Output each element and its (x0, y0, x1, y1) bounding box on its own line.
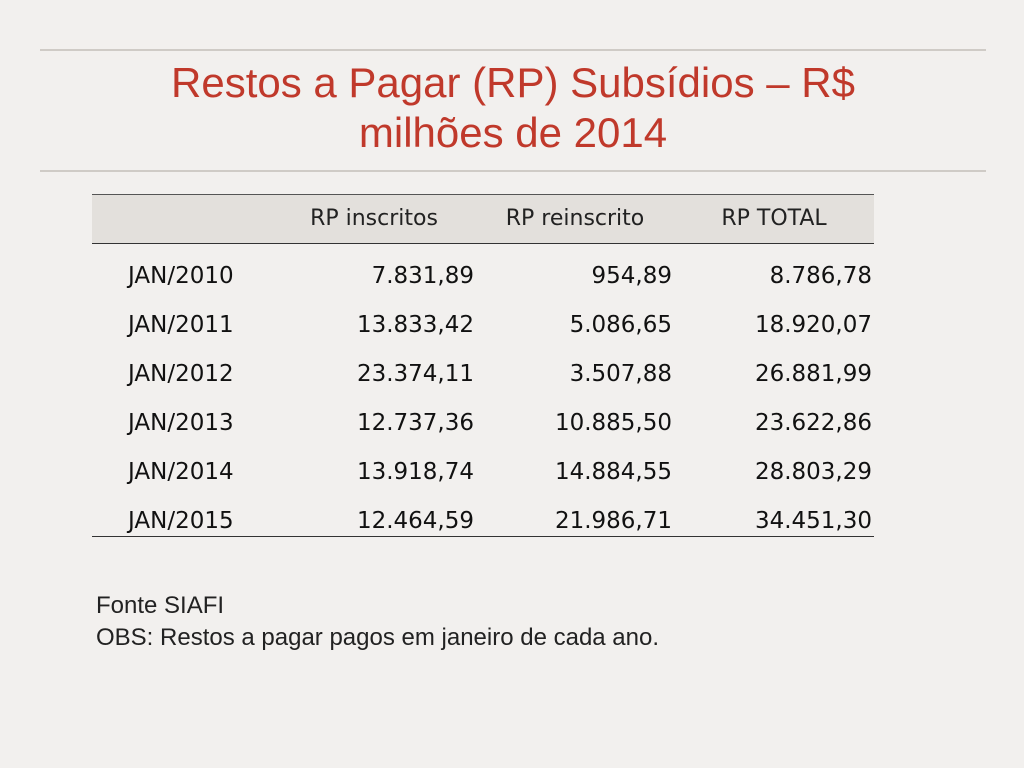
slide-title-line-2: milhões de 2014 (358, 109, 668, 156)
cell-rp-inscritos: 23.374,11 (356, 361, 474, 387)
header-rp-reinscrito: RP reinscrito (505, 206, 645, 231)
row-label: JAN/2011 (128, 312, 234, 338)
cell-rp-total: 8.786,78 (769, 263, 872, 289)
cell-rp-inscritos: 7.831,89 (371, 263, 474, 289)
rp-table: RP inscritos RP reinscrito RP TOTAL JAN/… (92, 194, 874, 537)
row-label: JAN/2010 (128, 263, 234, 289)
slide-title-line-1: Restos a Pagar (RP) Subsídios – R$ (171, 59, 855, 106)
top-divider (40, 49, 986, 51)
row-label: JAN/2013 (128, 410, 234, 436)
row-label: JAN/2015 (128, 508, 234, 534)
header-rp-total: RP TOTAL (721, 206, 827, 231)
cell-rp-reinscrito: 10.885,50 (554, 410, 672, 436)
header-rp-inscritos: RP inscritos (310, 206, 438, 231)
cell-rp-reinscrito: 3.507,88 (569, 361, 672, 387)
cell-rp-reinscrito: 14.884,55 (554, 459, 672, 485)
row-label: JAN/2014 (128, 459, 234, 485)
cell-rp-inscritos: 12.737,36 (356, 410, 474, 436)
table-row: JAN/2014 13.918,74 14.884,55 28.803,29 (92, 440, 874, 489)
footnotes: Fonte SIAFI OBS: Restos a pagar pagos em… (96, 590, 659, 654)
table-row: JAN/2011 13.833,42 5.086,65 18.920,07 (92, 293, 874, 342)
cell-rp-total: 26.881,99 (754, 361, 872, 387)
cell-rp-total: 23.622,86 (754, 410, 872, 436)
cell-rp-reinscrito: 5.086,65 (569, 312, 672, 338)
slide-title: Restos a Pagar (RP) Subsídios – R$ milhõ… (40, 58, 986, 158)
obs-note: OBS: Restos a pagar pagos em janeiro de … (96, 624, 660, 651)
cell-rp-reinscrito: 21.986,71 (554, 508, 672, 534)
cell-rp-total: 18.920,07 (754, 312, 872, 338)
source-note: Fonte SIAFI (96, 592, 225, 619)
cell-rp-inscritos: 12.464,59 (356, 508, 474, 534)
cell-rp-total: 28.803,29 (754, 459, 872, 485)
cell-rp-reinscrito: 954,89 (591, 263, 672, 289)
cell-rp-inscritos: 13.918,74 (356, 459, 474, 485)
table-bottom-rule (92, 536, 874, 537)
table-row: JAN/2013 12.737,36 10.885,50 23.622,86 (92, 391, 874, 440)
cell-rp-total: 34.451,30 (754, 508, 872, 534)
table-row: JAN/2012 23.374,11 3.507,88 26.881,99 (92, 342, 874, 391)
table-row: JAN/2015 12.464,59 21.986,71 34.451,30 (92, 489, 874, 538)
table-row: JAN/2010 7.831,89 954,89 8.786,78 (92, 244, 874, 293)
cell-rp-inscritos: 13.833,42 (356, 312, 474, 338)
row-label: JAN/2012 (128, 361, 234, 387)
table-header: RP inscritos RP reinscrito RP TOTAL (92, 194, 874, 244)
title-divider (40, 170, 986, 172)
